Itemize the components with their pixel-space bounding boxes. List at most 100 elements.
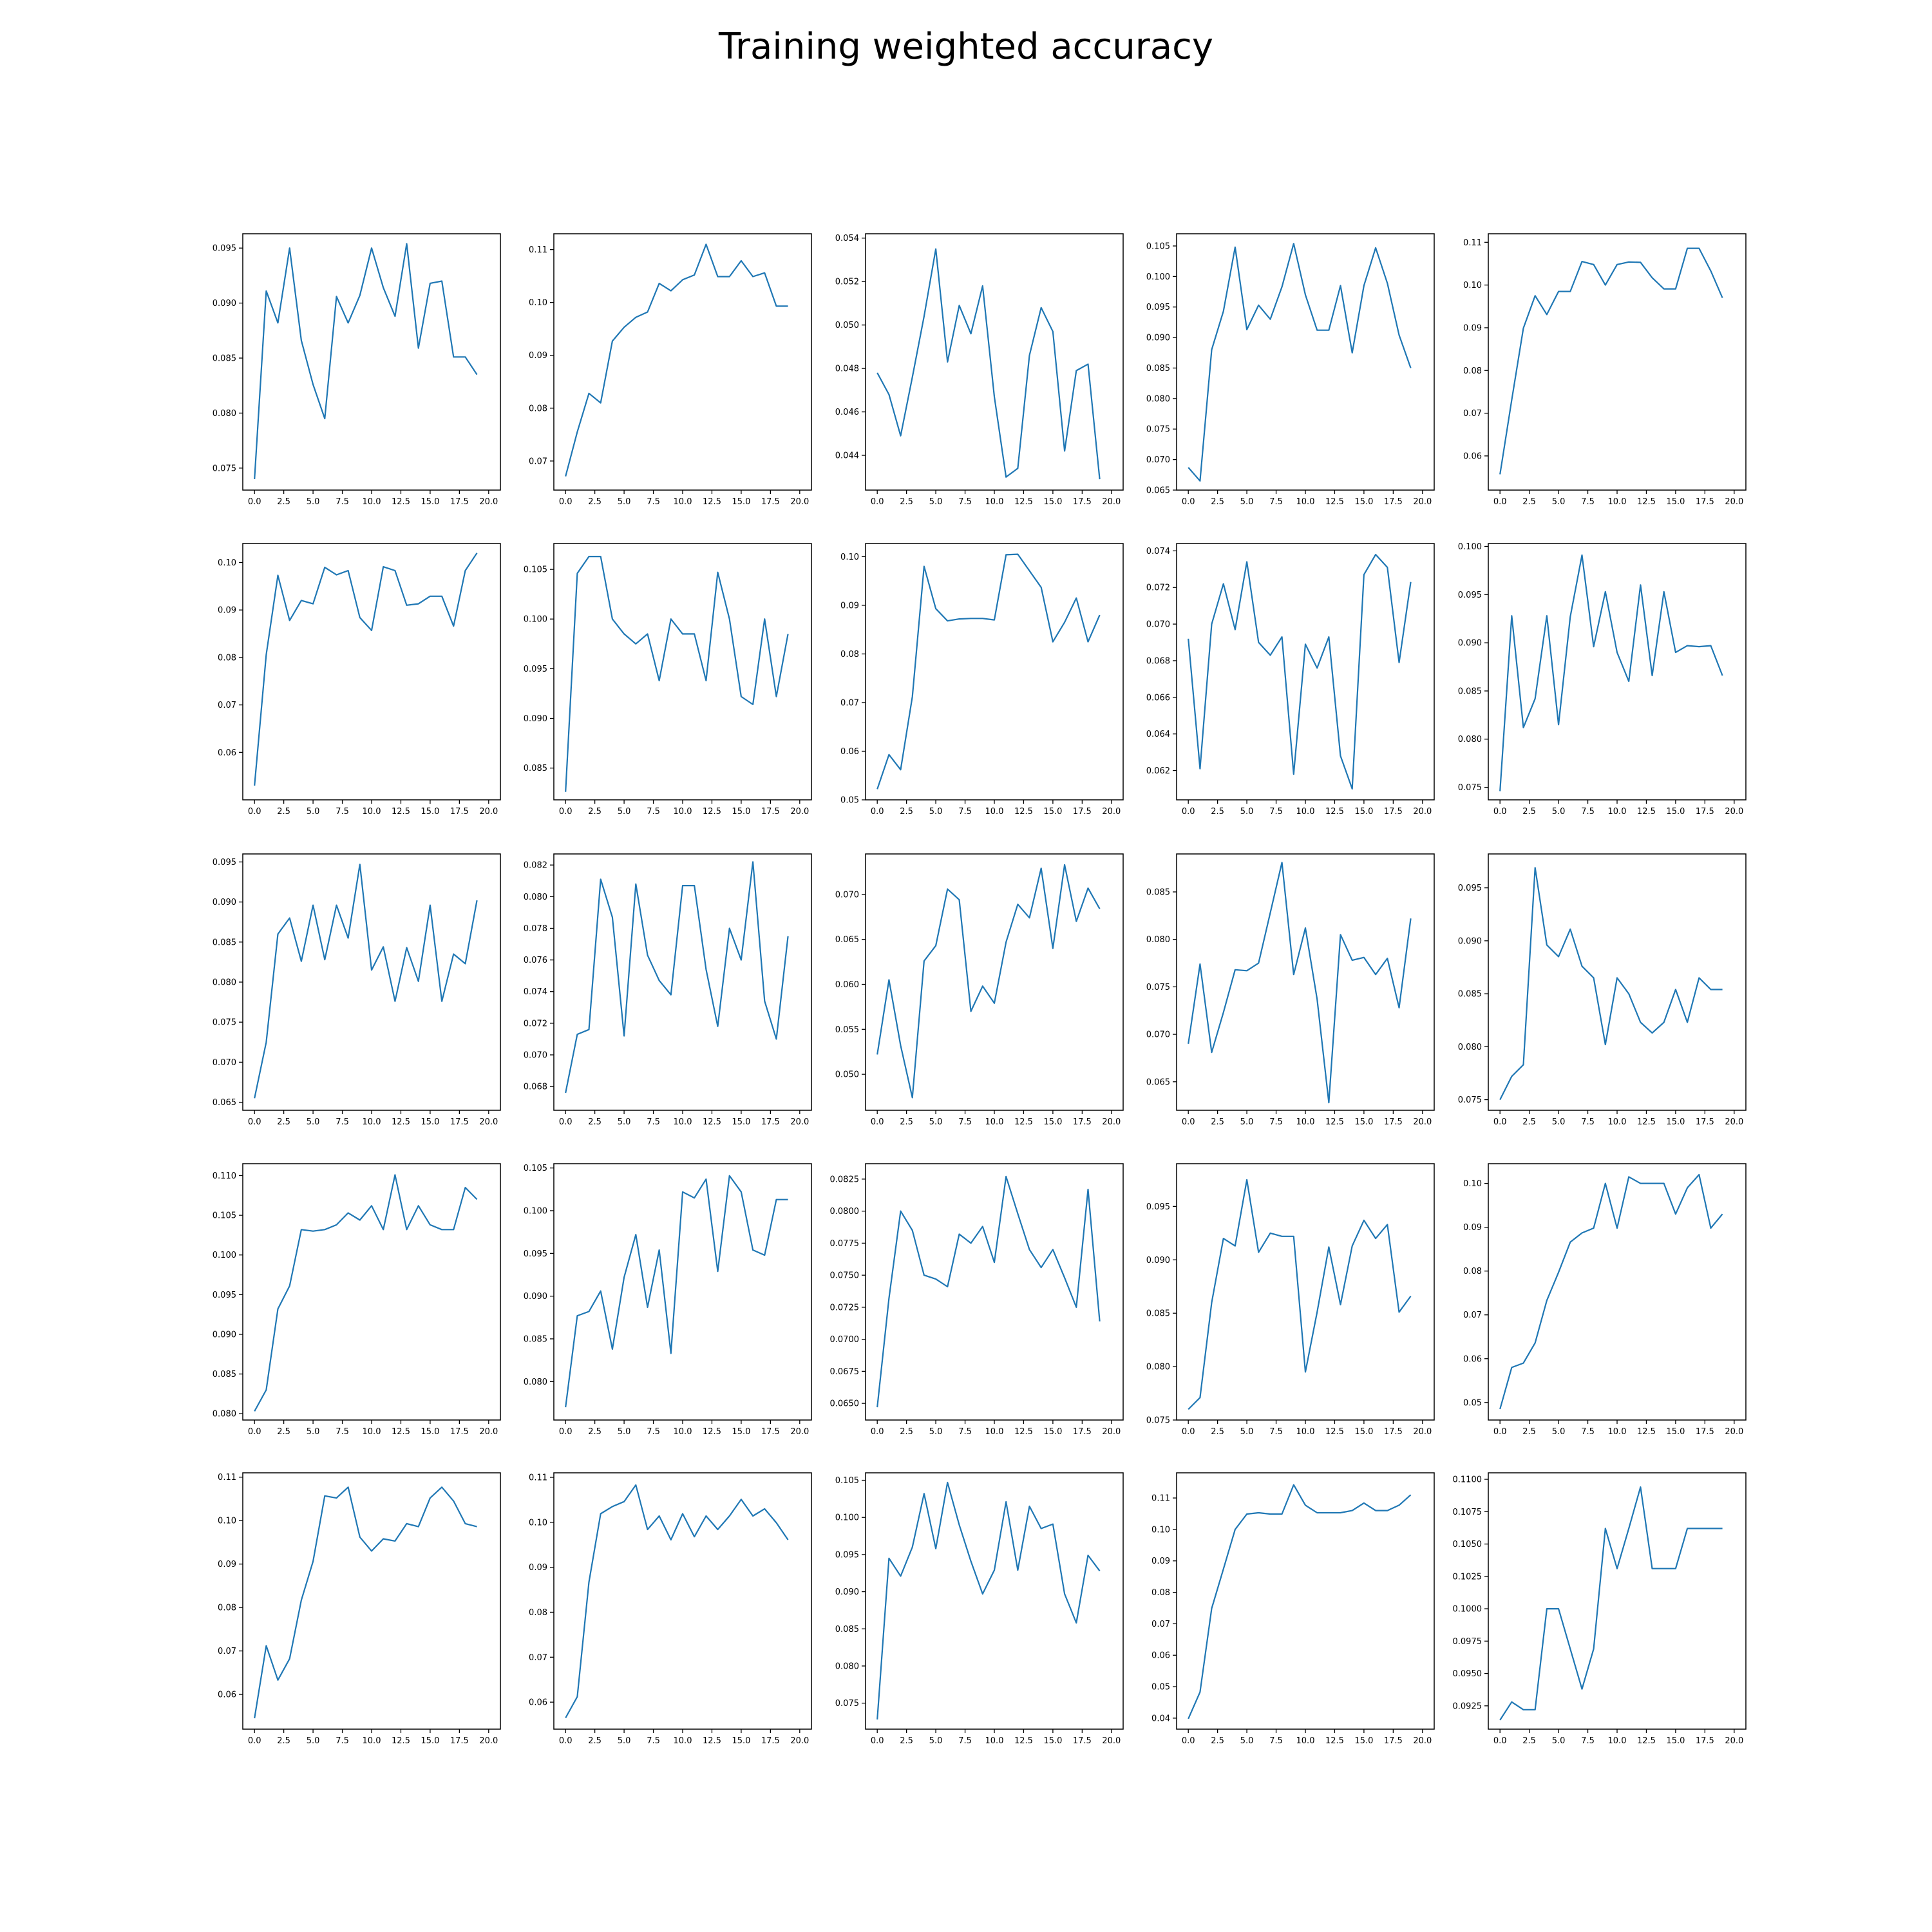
figure-title: Training weighted accuracy xyxy=(718,26,1214,68)
y-tick-label: 0.06 xyxy=(1151,1651,1170,1661)
x-tick-label: 5.0 xyxy=(307,807,320,817)
y-tick-label: 0.07 xyxy=(529,1653,547,1663)
x-tick-label: 2.5 xyxy=(588,1117,601,1127)
y-tick-label: 0.068 xyxy=(1146,656,1170,666)
y-tick-label: 0.066 xyxy=(1146,693,1170,703)
y-tick-label: 0.0700 xyxy=(830,1335,860,1345)
x-tick-label: 15.0 xyxy=(732,807,750,817)
x-tick-label: 15.0 xyxy=(421,1427,439,1437)
y-tick-label: 0.078 xyxy=(524,924,547,934)
x-tick-label: 10.0 xyxy=(363,807,381,817)
y-tick-label: 0.10 xyxy=(218,1517,236,1526)
y-tick-label: 0.04 xyxy=(1151,1714,1170,1723)
x-tick-label: 5.0 xyxy=(929,1117,943,1127)
y-tick-label: 0.105 xyxy=(835,1476,859,1486)
y-tick-label: 0.0925 xyxy=(1453,1701,1482,1711)
y-tick-label: 0.080 xyxy=(213,409,236,419)
x-tick-label: 5.0 xyxy=(1240,1427,1254,1437)
y-tick-label: 0.0775 xyxy=(830,1239,860,1249)
x-tick-label: 10.0 xyxy=(674,497,692,507)
subplot-15: 0.0 2.5 5.0 7.5 10.0 12.5 15.0 17.5 20.0 0.075 0.0… xyxy=(1458,853,1747,1127)
x-tick-label: 20.0 xyxy=(790,1117,809,1127)
y-tick-label: 0.095 xyxy=(1458,591,1482,600)
y-tick-label: 0.085 xyxy=(213,1370,236,1379)
y-tick-label: 0.06 xyxy=(1463,1354,1482,1364)
x-tick-label: 0.0 xyxy=(559,807,573,817)
x-tick-label: 0.0 xyxy=(871,1427,884,1437)
subplot-13: 0.0 2.5 5.0 7.5 10.0 12.5 15.0 17.5 20.0 0.050 0.0… xyxy=(835,853,1124,1127)
x-tick-label: 20.0 xyxy=(1725,1736,1743,1746)
x-tick-label: 10.0 xyxy=(674,1117,692,1127)
x-tick-label: 5.0 xyxy=(618,1736,631,1746)
axes-frame xyxy=(1176,1163,1435,1421)
x-tick-label: 0.0 xyxy=(248,1117,261,1127)
series-line xyxy=(565,243,788,477)
x-tick-label: 17.5 xyxy=(1073,1736,1092,1746)
axes-frame xyxy=(553,233,812,491)
y-tick-label: 0.08 xyxy=(1463,366,1482,376)
y-tick-label: 0.100 xyxy=(213,1251,236,1260)
x-tick-label: 0.0 xyxy=(559,1117,573,1127)
y-tick-label: 0.044 xyxy=(835,451,859,461)
x-tick-label: 20.0 xyxy=(479,497,498,507)
y-tick-label: 0.0750 xyxy=(830,1271,860,1281)
series-line xyxy=(876,248,1101,480)
y-tick-label: 0.080 xyxy=(524,893,547,902)
y-tick-label: 0.10 xyxy=(529,1518,547,1528)
series-line xyxy=(876,1481,1101,1720)
x-tick-label: 5.0 xyxy=(929,1736,943,1746)
y-tick-label: 0.11 xyxy=(1463,238,1482,248)
y-tick-label: 0.085 xyxy=(213,938,236,947)
subplot-14: 0.0 2.5 5.0 7.5 10.0 12.5 15.0 17.5 20.0 0.065 0.0… xyxy=(1146,853,1435,1127)
x-tick-label: 7.5 xyxy=(336,807,349,817)
axes-frame xyxy=(1176,853,1435,1111)
y-tick-label: 0.105 xyxy=(213,1211,236,1221)
y-tick-label: 0.080 xyxy=(1146,1363,1170,1372)
x-tick-label: 12.5 xyxy=(1637,807,1656,817)
x-tick-label: 2.5 xyxy=(1522,807,1536,817)
x-tick-label: 10.0 xyxy=(985,807,1004,817)
x-tick-label: 15.0 xyxy=(421,497,439,507)
y-tick-label: 0.090 xyxy=(524,714,547,724)
x-tick-label: 12.5 xyxy=(703,497,721,507)
subplot-7: 0.0 2.5 5.0 7.5 10.0 12.5 15.0 17.5 20.0 0.085 0.0… xyxy=(524,543,812,817)
x-tick-label: 2.5 xyxy=(900,1117,913,1127)
y-tick-label: 0.085 xyxy=(213,354,236,364)
x-tick-label: 12.5 xyxy=(392,497,410,507)
x-tick-label: 10.0 xyxy=(985,1427,1004,1437)
x-tick-label: 7.5 xyxy=(1581,807,1595,817)
x-tick-label: 0.0 xyxy=(248,1736,261,1746)
x-tick-label: 5.0 xyxy=(1240,1117,1254,1127)
x-tick-label: 17.5 xyxy=(450,1117,469,1127)
series-line xyxy=(565,1484,789,1719)
x-tick-label: 12.5 xyxy=(1325,807,1344,817)
x-tick-label: 17.5 xyxy=(450,807,469,817)
x-tick-label: 20.0 xyxy=(790,1736,809,1746)
axes-frame xyxy=(242,543,501,800)
x-tick-label: 5.0 xyxy=(1552,1736,1566,1746)
y-tick-label: 0.0650 xyxy=(830,1399,860,1409)
x-tick-label: 17.5 xyxy=(1696,1117,1714,1127)
x-tick-label: 20.0 xyxy=(479,807,498,817)
x-tick-label: 0.0 xyxy=(1182,807,1195,817)
x-tick-label: 12.5 xyxy=(392,1117,410,1127)
y-tick-label: 0.085 xyxy=(1458,990,1482,999)
subplot-16: 0.0 2.5 5.0 7.5 10.0 12.5 15.0 17.5 20.0 0.080 0.0… xyxy=(213,1163,501,1437)
subplot-5: 0.0 2.5 5.0 7.5 10.0 12.5 15.0 17.5 20.0 0.06 0.07… xyxy=(1463,233,1747,507)
x-tick-label: 0.0 xyxy=(1182,1117,1195,1127)
x-tick-label: 2.5 xyxy=(1522,497,1536,507)
x-tick-label: 7.5 xyxy=(647,497,660,507)
x-tick-label: 15.0 xyxy=(1666,1117,1685,1127)
y-tick-label: 0.08 xyxy=(218,653,236,663)
x-tick-label: 17.5 xyxy=(1696,1736,1714,1746)
y-tick-label: 0.090 xyxy=(213,898,236,907)
y-tick-label: 0.06 xyxy=(218,748,236,758)
x-tick-label: 15.0 xyxy=(1354,1736,1373,1746)
x-tick-label: 5.0 xyxy=(307,1736,320,1746)
x-tick-label: 17.5 xyxy=(1073,1427,1092,1437)
y-tick-label: 0.055 xyxy=(835,1025,859,1035)
y-tick-label: 0.07 xyxy=(218,1647,236,1656)
x-tick-label: 7.5 xyxy=(336,1117,349,1127)
x-tick-label: 12.5 xyxy=(1325,1427,1344,1437)
